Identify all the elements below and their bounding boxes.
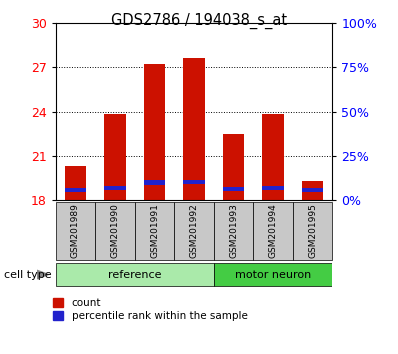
- Bar: [56, 263, 214, 286]
- Text: GSM201992: GSM201992: [189, 204, 199, 258]
- Text: GSM201993: GSM201993: [229, 204, 238, 258]
- Bar: [96, 202, 135, 260]
- Bar: [262, 114, 284, 200]
- Bar: [56, 202, 95, 260]
- Polygon shape: [37, 269, 51, 280]
- Bar: [64, 188, 86, 192]
- Text: GSM201989: GSM201989: [71, 204, 80, 258]
- Text: GSM201995: GSM201995: [308, 204, 317, 258]
- Bar: [302, 188, 324, 192]
- Text: GSM201991: GSM201991: [150, 204, 159, 258]
- Bar: [222, 187, 244, 191]
- Text: motor neuron: motor neuron: [235, 269, 311, 280]
- Bar: [104, 114, 126, 200]
- Bar: [214, 202, 253, 260]
- Bar: [144, 64, 166, 200]
- Bar: [222, 133, 244, 200]
- Bar: [183, 58, 205, 200]
- Text: GSM201994: GSM201994: [269, 204, 277, 258]
- Bar: [293, 202, 332, 260]
- Bar: [104, 185, 126, 190]
- Bar: [144, 181, 166, 184]
- Bar: [135, 202, 174, 260]
- Text: reference: reference: [108, 269, 162, 280]
- Bar: [302, 181, 324, 200]
- Text: GDS2786 / 194038_s_at: GDS2786 / 194038_s_at: [111, 12, 287, 29]
- Bar: [254, 202, 293, 260]
- Bar: [262, 185, 284, 190]
- Bar: [183, 179, 205, 184]
- Bar: [214, 263, 332, 286]
- Bar: [174, 202, 214, 260]
- Bar: [64, 166, 86, 200]
- Text: cell type: cell type: [4, 269, 52, 280]
- Text: GSM201990: GSM201990: [111, 204, 119, 258]
- Legend: count, percentile rank within the sample: count, percentile rank within the sample: [53, 298, 248, 321]
